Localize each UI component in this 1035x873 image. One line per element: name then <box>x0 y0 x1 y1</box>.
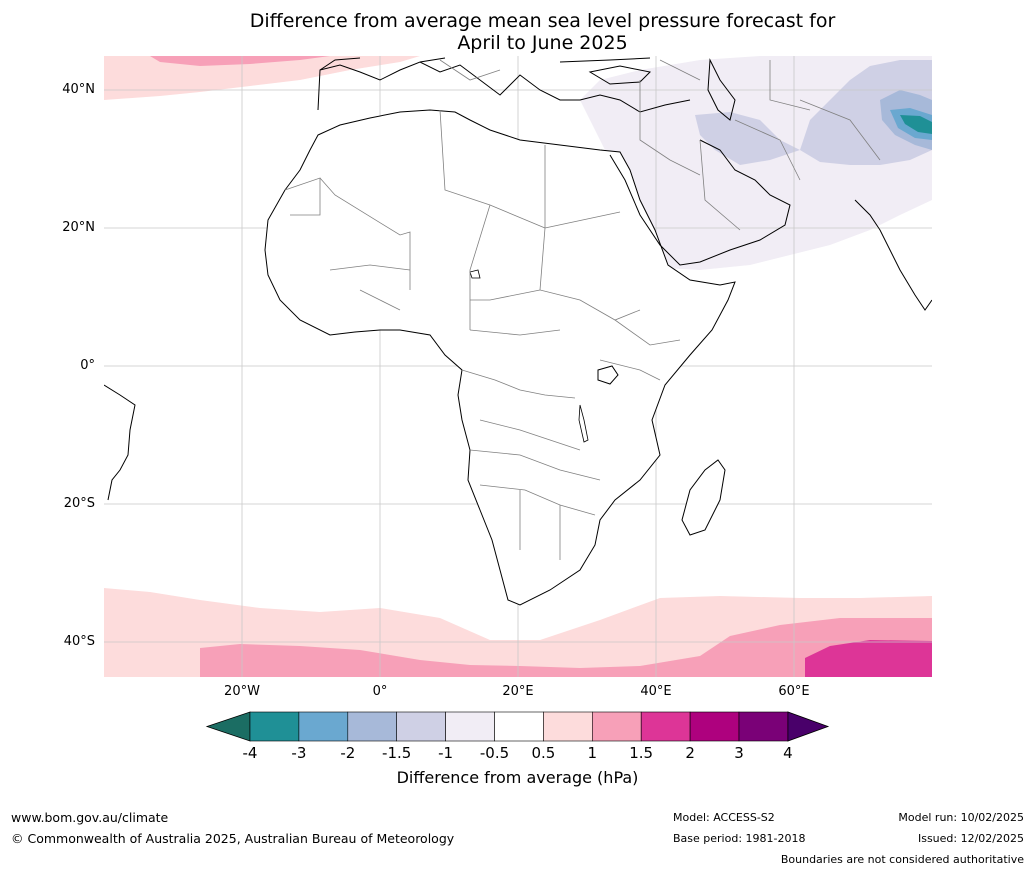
colorbar-swatch <box>689 711 740 742</box>
lon-label-40e: 40°E <box>640 684 672 699</box>
arabian-peninsula <box>609 139 791 266</box>
map-title: Difference from average mean sea level p… <box>0 10 1035 54</box>
lon-label-60e: 60°E <box>778 684 810 699</box>
colorbar-swatch <box>494 711 544 742</box>
footer-base-period: Base period: 1981-2018 <box>673 832 806 845</box>
colorbar-swatch <box>396 711 446 742</box>
footer-model-run: Model run: 10/02/2025 <box>898 811 1024 824</box>
colorbar-extend-low <box>205 711 251 742</box>
colorbar-swatch <box>445 711 495 742</box>
black-sea <box>588 65 652 85</box>
country-borders <box>284 59 881 560</box>
colorbar-swatch <box>591 711 642 742</box>
lat-label-40n: 40°N <box>62 82 95 97</box>
lon-label-20e: 20°E <box>502 684 534 699</box>
africa-coastline <box>264 109 736 606</box>
colorbar-tick-label: 3 <box>734 744 744 762</box>
colorbar-swatch <box>298 711 349 742</box>
colorbar-tick-label: -3 <box>291 744 307 762</box>
footer-website: www.bom.gov.au/climate <box>11 810 169 825</box>
europe-coastline-north <box>319 57 651 71</box>
colorbar-tick-label: -1.5 <box>382 744 412 762</box>
colorbar-swatch <box>249 711 300 742</box>
anomaly-central-asia-light <box>800 60 932 165</box>
colorbar-swatch <box>347 711 397 742</box>
colorbar-label: Difference from average (hPa) <box>396 768 639 787</box>
colorbar-tick-label: -2 <box>340 744 356 762</box>
lon-label-0: 0° <box>372 684 388 699</box>
colorbar-tick-label: -4 <box>242 744 258 762</box>
colorbar <box>205 711 830 742</box>
colorbar-tick-label: 4 <box>783 744 793 762</box>
lake-tanganyika <box>578 404 589 443</box>
title-line-1: Difference from average mean sea level p… <box>249 10 836 32</box>
lat-label-20n: 20°N <box>62 220 95 235</box>
lat-label-20s: 20°S <box>63 496 95 511</box>
colorbar-tick-label: 1 <box>587 744 598 762</box>
colorbar-tick-label: 1.5 <box>629 744 654 762</box>
colorbar-swatch <box>543 711 593 742</box>
europe-coastline <box>317 61 691 113</box>
lake-victoria <box>597 365 619 385</box>
anomaly-north-atlantic-mid <box>150 56 330 66</box>
lat-label-40s: 40°S <box>63 634 95 649</box>
lat-label-0: 0° <box>80 358 95 373</box>
lon-label-20w: 20°W <box>224 684 260 699</box>
lake-chad <box>469 269 481 279</box>
pressure-anomaly-map <box>104 56 932 677</box>
colorbar-tick-label: 0.5 <box>531 744 556 762</box>
title-line-2: April to June 2025 <box>457 32 628 54</box>
colorbar-swatch <box>738 711 789 742</box>
caspian-sea <box>707 58 736 121</box>
anomaly-central-asia-strongest <box>900 115 932 134</box>
anomaly-north-atlantic-light <box>104 56 420 100</box>
footer-copyright: © Commonwealth of Australia 2025, Austra… <box>11 831 455 846</box>
colorbar-extend-high <box>787 711 830 742</box>
footer-disclaimer: Boundaries are not considered authoritat… <box>780 853 1024 866</box>
south-america-coastline <box>104 384 136 501</box>
anomaly-south-strong <box>805 640 932 677</box>
footer-issued: Issued: 12/02/2025 <box>917 832 1024 845</box>
colorbar-swatch <box>640 711 691 742</box>
colorbar-tick-label: -0.5 <box>479 744 510 762</box>
madagascar <box>681 459 726 536</box>
colorbar-tick-label: -1 <box>438 744 454 762</box>
footer-model: Model: ACCESS-S2 <box>673 811 775 824</box>
anomaly-south-mid <box>200 618 932 677</box>
colorbar-tick-label: 2 <box>685 744 695 762</box>
india-coastline <box>854 199 932 311</box>
